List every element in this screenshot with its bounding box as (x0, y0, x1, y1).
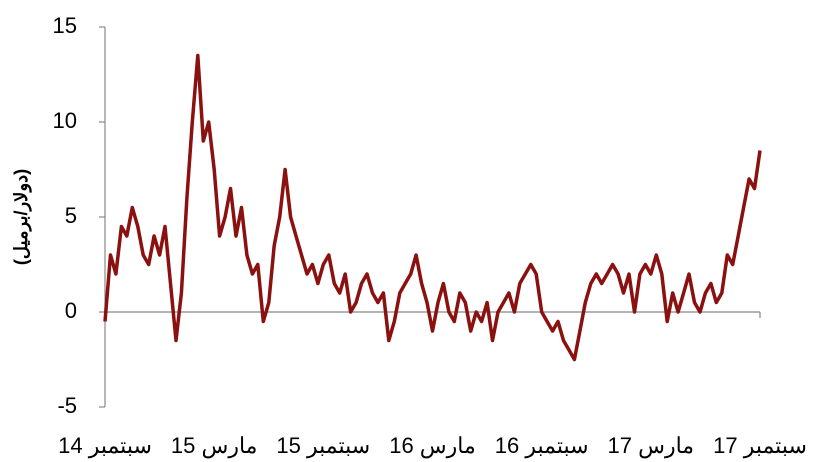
x-tick-label: سبتمبر 17 (713, 433, 807, 459)
x-tick-label: سبتمبر 15 (276, 433, 370, 459)
y-axis-label: (دولار/برميل) (11, 169, 32, 265)
data-line (103, 53, 762, 362)
y-tick-label: 10 (53, 108, 77, 133)
y-tick-label: 5 (65, 203, 77, 228)
y-tick-label: 15 (53, 13, 77, 38)
y-tick-label: -5 (57, 393, 77, 418)
x-tick-label: سبتمبر 16 (495, 433, 589, 459)
y-tick-label: 0 (65, 298, 77, 323)
x-tick-label: مارس 15 (171, 433, 258, 459)
x-tick-label: مارس 16 (389, 433, 476, 459)
x-tick-label: سبتمبر 14 (58, 433, 152, 459)
x-tick-label: مارس 17 (608, 433, 695, 459)
